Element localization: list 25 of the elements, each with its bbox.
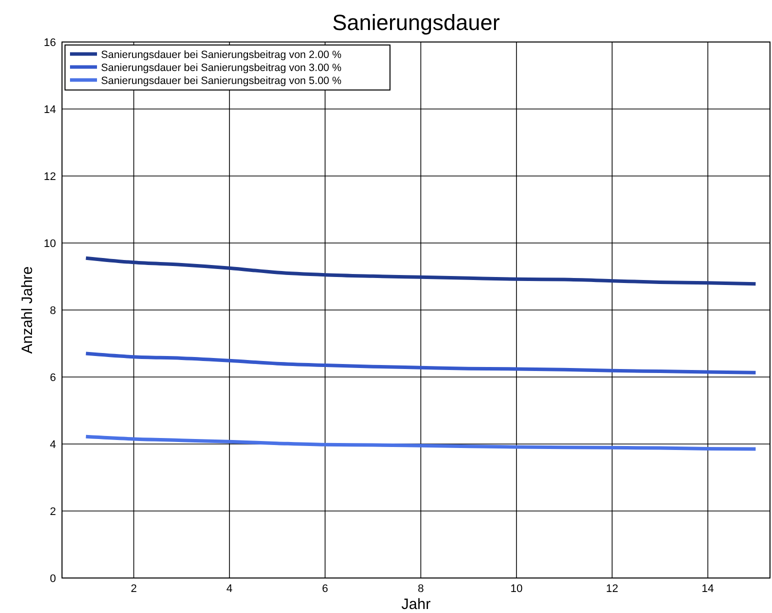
line-series: [84, 256, 758, 286]
y-tick-label: 8: [50, 305, 56, 317]
y-tick-label: 0: [50, 573, 56, 585]
line-series: [84, 352, 758, 374]
x-axis-title: Jahr: [401, 596, 431, 613]
x-tick-label: 6: [322, 583, 328, 595]
y-tick-label: 6: [50, 372, 56, 384]
legend-label: Sanierungsdauer bei Sanierungsbeitrag von 2.00 %: [101, 49, 342, 61]
legend-label: Sanierungsdauer bei Sanierungsbeitrag von 3.00 %: [101, 62, 342, 74]
y-tick-label: 10: [44, 238, 56, 250]
chart-title: Sanierungsdauer: [332, 10, 500, 35]
y-tick-label: 2: [50, 506, 56, 518]
y-tick-label: 14: [44, 104, 56, 116]
x-tick-label: 2: [130, 583, 137, 595]
legend-label: Sanierungsdauer bei Sanierungsbeitrag von 5.00 %: [101, 75, 342, 87]
x-tick-label: 4: [226, 583, 232, 595]
x-tick-label: 12: [606, 583, 618, 595]
y-tick-label: 4: [50, 439, 56, 451]
x-tick-label: 8: [418, 583, 424, 595]
line-series: [84, 434, 758, 451]
y-axis-title: Anzahl Jahre: [19, 266, 36, 354]
x-tick-label: 14: [702, 583, 714, 595]
y-tick-label: 12: [44, 171, 56, 183]
y-tick-label: 16: [44, 37, 56, 49]
x-tick-label: 10: [510, 583, 523, 595]
